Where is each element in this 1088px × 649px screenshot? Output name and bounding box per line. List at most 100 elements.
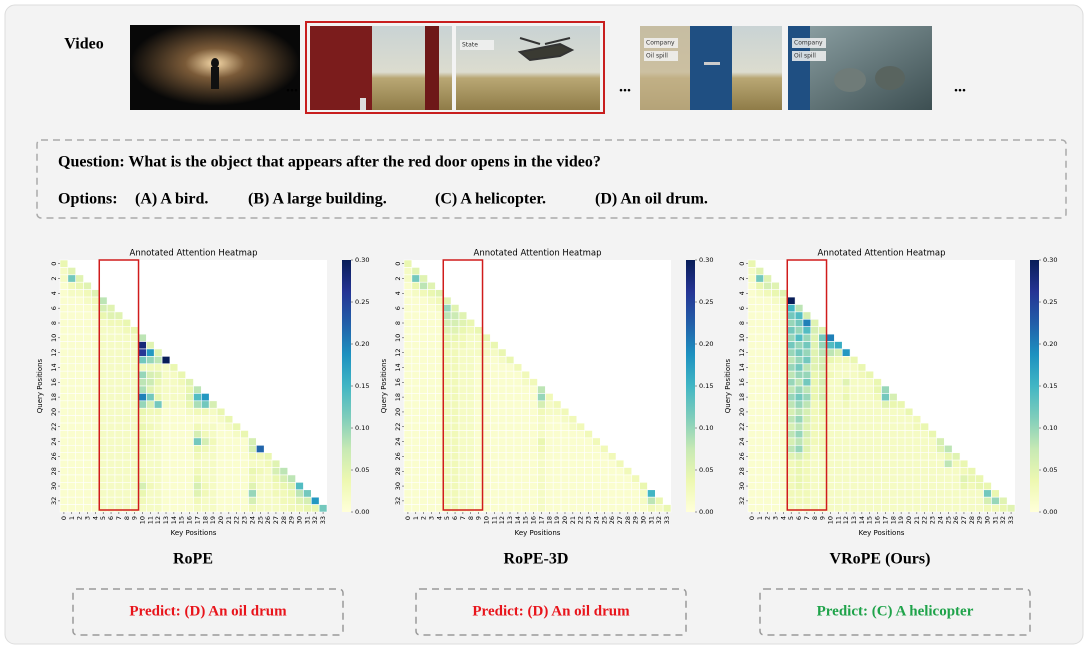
heatmap-cell xyxy=(412,356,420,363)
y-tick-label: 22 xyxy=(50,423,58,431)
heatmap-cell xyxy=(201,416,209,423)
heatmap-cell xyxy=(921,430,929,437)
heatmap-cell xyxy=(68,445,76,452)
heatmap-cell xyxy=(443,386,451,393)
heatmap-cell xyxy=(882,423,890,430)
heatmap-cell xyxy=(107,304,115,311)
x-axis-label: Key Positions xyxy=(515,529,561,537)
heatmap-cell xyxy=(842,430,850,437)
heatmap-cell xyxy=(827,460,835,467)
heatmap-cell xyxy=(490,371,498,378)
heatmap-cell xyxy=(443,319,451,326)
heatmap-cell xyxy=(107,468,115,475)
heatmap-cell xyxy=(217,490,225,497)
heatmap-cell xyxy=(772,430,780,437)
heatmap-cell xyxy=(459,312,467,319)
heatmap-cell xyxy=(483,356,491,363)
heatmap-cell xyxy=(201,453,209,460)
heatmap-cell xyxy=(748,319,756,326)
heatmap-cell xyxy=(60,393,68,400)
heatmap-cell xyxy=(99,312,107,319)
heatmap-cell xyxy=(162,482,170,489)
heatmap-cell xyxy=(84,364,92,371)
heatmap-cell xyxy=(435,290,443,297)
heatmap-cell xyxy=(811,445,819,452)
heatmap-cell xyxy=(850,475,858,482)
heatmap-cell xyxy=(91,356,99,363)
heatmap-cell xyxy=(467,356,475,363)
heatmap-cell xyxy=(530,416,538,423)
heatmap-cell xyxy=(530,475,538,482)
heatmap-cell xyxy=(76,290,84,297)
heatmap-cell xyxy=(68,267,76,274)
heatmap-cell xyxy=(514,379,522,386)
heatmap-cell xyxy=(592,445,600,452)
heatmap-cell xyxy=(84,468,92,475)
heatmap-cell xyxy=(60,505,68,512)
heatmap-cell xyxy=(882,386,890,393)
heatmap-cell xyxy=(443,312,451,319)
heatmap-cell xyxy=(874,475,882,482)
heatmap-cell xyxy=(443,468,451,475)
heatmap-cell xyxy=(921,438,929,445)
heatmap-cell xyxy=(412,290,420,297)
heatmap-cell xyxy=(170,475,178,482)
heatmap-cell xyxy=(772,312,780,319)
x-tick-label: 6 xyxy=(795,516,803,520)
heatmap-cell xyxy=(68,490,76,497)
colorbar-tick-label: 0.30 xyxy=(1043,256,1057,264)
heatmap-cell xyxy=(779,468,787,475)
heatmap-cell xyxy=(827,475,835,482)
heatmap-cell xyxy=(936,453,944,460)
heatmap-cell xyxy=(787,334,795,341)
heatmap-cell xyxy=(475,349,483,356)
heatmap-cell xyxy=(764,349,772,356)
heatmap-cell xyxy=(834,408,842,415)
colorbar-tick-label: 0.00 xyxy=(699,508,713,516)
heatmap-cell xyxy=(787,349,795,356)
heatmap-cell xyxy=(475,468,483,475)
heatmap-cell xyxy=(217,423,225,430)
heatmap-cell xyxy=(960,497,968,504)
heatmap-cell xyxy=(68,460,76,467)
heatmap-cell xyxy=(811,475,819,482)
heatmap-cell xyxy=(795,393,803,400)
heatmap-cell xyxy=(264,497,272,504)
heatmap-cell xyxy=(178,475,186,482)
heatmap-cell xyxy=(514,438,522,445)
heatmap-cell xyxy=(795,379,803,386)
heatmap-cell xyxy=(889,445,897,452)
heatmap-cell xyxy=(76,490,84,497)
heatmap-cell xyxy=(905,460,913,467)
heatmap-cell xyxy=(756,319,764,326)
heatmap-cell xyxy=(811,393,819,400)
heatmap-cell xyxy=(866,423,874,430)
heatmap-cell xyxy=(748,505,756,512)
heatmap-cell xyxy=(960,505,968,512)
heatmap-cell xyxy=(131,497,139,504)
heatmap-cell xyxy=(874,401,882,408)
heatmap-cell xyxy=(162,408,170,415)
heatmap-cell xyxy=(827,490,835,497)
heatmap-cell xyxy=(850,401,858,408)
heatmap-cell xyxy=(115,334,123,341)
heatmap-cell xyxy=(498,416,506,423)
heatmap-cell xyxy=(209,490,217,497)
heatmap-cell xyxy=(538,386,546,393)
heatmap-cell xyxy=(428,304,436,311)
heatmap-cell xyxy=(404,267,412,274)
heatmap-cell xyxy=(514,460,522,467)
x-tick-label: 3 xyxy=(83,516,91,520)
heatmap-cell xyxy=(952,497,960,504)
heatmap-cell xyxy=(756,356,764,363)
heatmap-cell xyxy=(186,430,194,437)
colorbar-tick-label: 0.10 xyxy=(355,424,369,432)
heatmap-cell xyxy=(842,386,850,393)
heatmap-cell xyxy=(506,490,514,497)
x-tick-label: 8 xyxy=(123,516,131,520)
option: (B) A large building. xyxy=(248,191,387,208)
heatmap-cell xyxy=(217,482,225,489)
x-tick-label: 8 xyxy=(467,516,475,520)
heatmap-cell xyxy=(420,430,428,437)
heatmap-cell xyxy=(764,334,772,341)
